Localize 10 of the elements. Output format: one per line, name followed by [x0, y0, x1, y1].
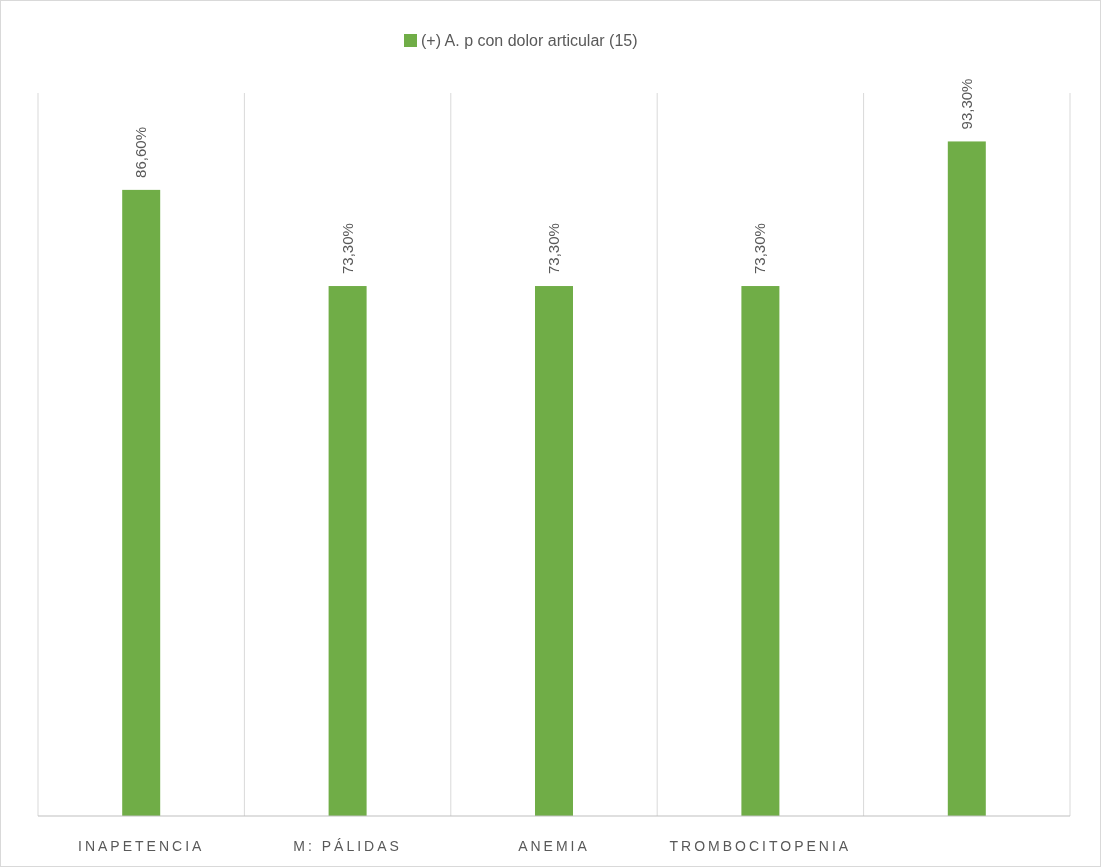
data-label: 73,30%: [338, 223, 356, 275]
data-label: 73,30%: [545, 223, 562, 275]
data-label: 93,30%: [957, 78, 975, 130]
legend-label: (+) A. p con dolor articular (15): [421, 32, 638, 49]
x-tick-label: TROMBOCITOPENIA: [669, 838, 852, 854]
x-tick-label: ANEMIA: [518, 838, 590, 854]
x-tick-label: M: PÁLIDAS: [293, 838, 402, 854]
data-label: 86,60%: [132, 127, 150, 178]
data-label: 73,30%: [751, 223, 769, 275]
x-tick-label: INAPETENCIA: [78, 838, 205, 854]
